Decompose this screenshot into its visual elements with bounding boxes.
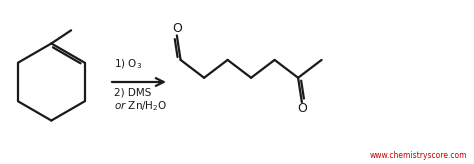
Text: 2) DMS: 2) DMS (114, 88, 151, 98)
Text: $\it{or}$ Zn/H$_2$O: $\it{or}$ Zn/H$_2$O (114, 99, 167, 113)
Text: 1) O$_3$: 1) O$_3$ (114, 58, 142, 71)
Text: O: O (172, 22, 182, 35)
Text: www.chemistryscore.com: www.chemistryscore.com (370, 152, 467, 161)
Text: O: O (297, 102, 307, 115)
